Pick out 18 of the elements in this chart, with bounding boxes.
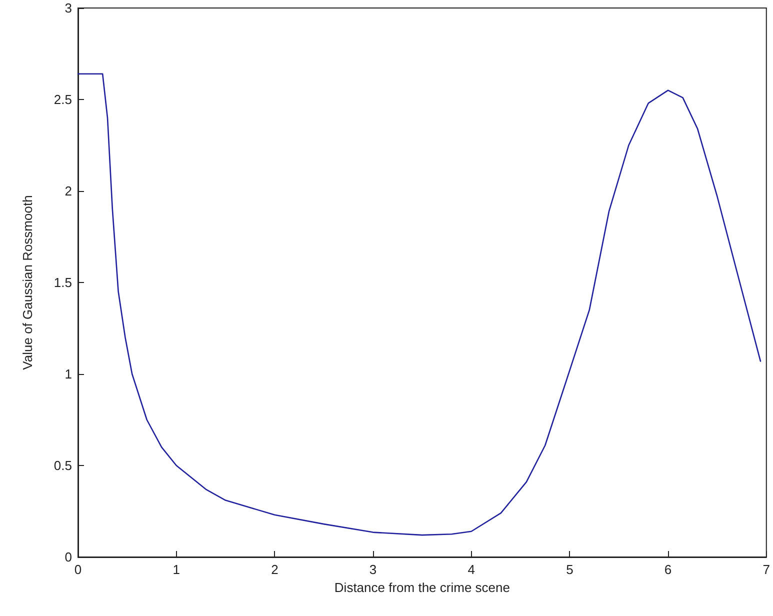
y-tick-label: 0.5 — [54, 458, 72, 473]
x-tick-label: 1 — [172, 562, 180, 577]
y-tick-label: 2.5 — [54, 92, 72, 107]
y-tick-label: 0 — [64, 550, 72, 564]
x-tick-label: 6 — [664, 562, 672, 577]
x-tick-label: 4 — [468, 562, 475, 577]
x-tick-label: 7 — [762, 562, 770, 577]
x-tick-label: 3 — [369, 562, 377, 577]
line-series — [77, 73, 762, 536]
y-tick-label: 1 — [64, 366, 72, 382]
x-axis-title: Distance from the crime scene — [334, 580, 510, 595]
y-axis-title: Value of Gaussian Rossmooth — [20, 195, 35, 370]
y-tick-label: 2 — [64, 184, 72, 198]
x-tick-label: 5 — [566, 562, 574, 577]
x-tick-label: 0 — [74, 562, 82, 577]
y-tick-label: 1.5 — [54, 275, 72, 290]
y-tick-label: 3 — [64, 0, 72, 16]
x-tick-label: 2 — [271, 562, 278, 577]
